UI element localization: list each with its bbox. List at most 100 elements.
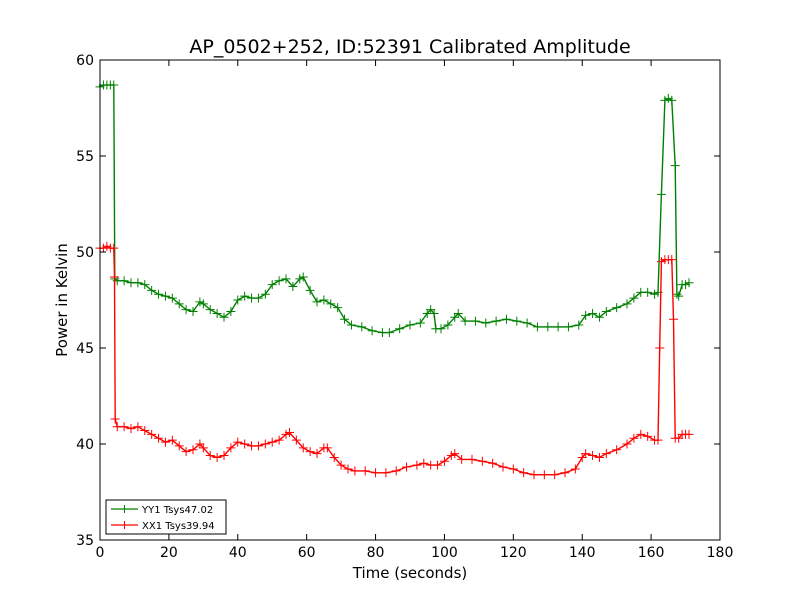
data-point [219,312,229,322]
legend-label: YY1 Tsys47.02 [141,505,213,516]
data-point [140,280,150,290]
data-point [457,454,467,464]
data-point [467,454,477,464]
data-point [181,447,191,457]
data-point [405,320,415,330]
data-point [656,189,666,199]
data-point [319,295,329,305]
data-point [594,312,604,322]
data-point [188,445,198,455]
data-point [109,272,119,282]
data-point [288,282,298,292]
data-point [274,435,284,445]
data-point [539,470,549,480]
plot-frame [99,59,721,541]
data-point [643,287,653,297]
data-point [343,464,353,474]
data-point [612,303,622,313]
data-point [460,316,470,326]
data-point [588,308,598,318]
data-point [274,276,284,286]
data-point [470,316,480,326]
legend: YY1 Tsys47.02 XX1 Tsys39.94 [105,499,227,535]
data-point [154,289,164,299]
data-point [501,314,511,324]
chart-title: AP_0502+252, ID:52391 Calibrated Amplitu… [189,36,630,58]
x-tick-label: 40 [229,545,247,561]
data-point [336,460,346,470]
data-point [667,95,677,105]
data-point [508,464,518,474]
data-point [498,462,508,472]
data-point [305,285,315,295]
data-point [133,278,143,288]
data-point [233,437,243,447]
data-point [312,297,322,307]
data-point [212,452,222,462]
data-point [636,429,646,439]
data-point [488,458,498,468]
x-tick-label: 80 [367,545,385,561]
data-point [670,161,680,171]
data-point [453,308,463,318]
legend-item-xx1: XX1 Tsys39.94 [111,521,215,532]
data-point [601,307,611,317]
data-point [491,316,501,326]
legend-item-yy1: YY1 Tsys47.02 [111,505,213,516]
legend-box [105,499,227,535]
x-tick-label: 100 [431,545,458,561]
legend-label: XX1 Tsys39.94 [142,521,215,532]
y-tick-label: 35 [76,533,94,549]
data-point [360,466,370,476]
data-point [350,466,360,476]
data-point [384,328,394,338]
data-point [412,460,422,470]
data-point [198,299,208,309]
data-point [233,295,243,305]
axes: 0 20 40 60 80 100 120 140 160 180 35 40 45 50 55 60 [76,53,733,561]
data-point [188,307,198,317]
data-point [109,243,119,253]
legend-marker [120,505,129,513]
data-point [240,439,250,449]
data-point [429,308,439,318]
data-point [305,447,315,457]
data-point [333,303,343,313]
y-tick-label: 50 [76,245,94,261]
x-tick-label: 180 [707,545,734,561]
data-point [674,291,684,301]
data-point [219,451,229,461]
data-point [110,414,120,424]
data-point [346,320,356,330]
data-point [226,307,236,317]
data-point [298,443,308,453]
data-point [655,343,665,353]
data-point [167,293,177,303]
data-point [684,429,694,439]
data-point [147,429,157,439]
x-tick-label: 20 [160,545,178,561]
data-point [322,443,332,453]
data-point [205,305,215,315]
data-point [563,322,573,332]
data-point [312,449,322,459]
data-point [395,324,405,334]
data-point [433,460,443,470]
data-point [212,308,222,318]
data-point [291,435,301,445]
data-point [402,462,412,472]
data-point [529,470,539,480]
data-point [622,299,632,309]
data-point [205,451,215,461]
data-point [284,427,294,437]
data-point [519,468,529,478]
data-point [181,305,191,315]
data-point [126,424,136,434]
data-point [154,433,164,443]
data-point [281,274,291,284]
data-point [119,276,129,286]
y-tick-label: 45 [76,341,94,357]
data-point [140,426,150,436]
x-tick-label: 0 [96,545,105,561]
